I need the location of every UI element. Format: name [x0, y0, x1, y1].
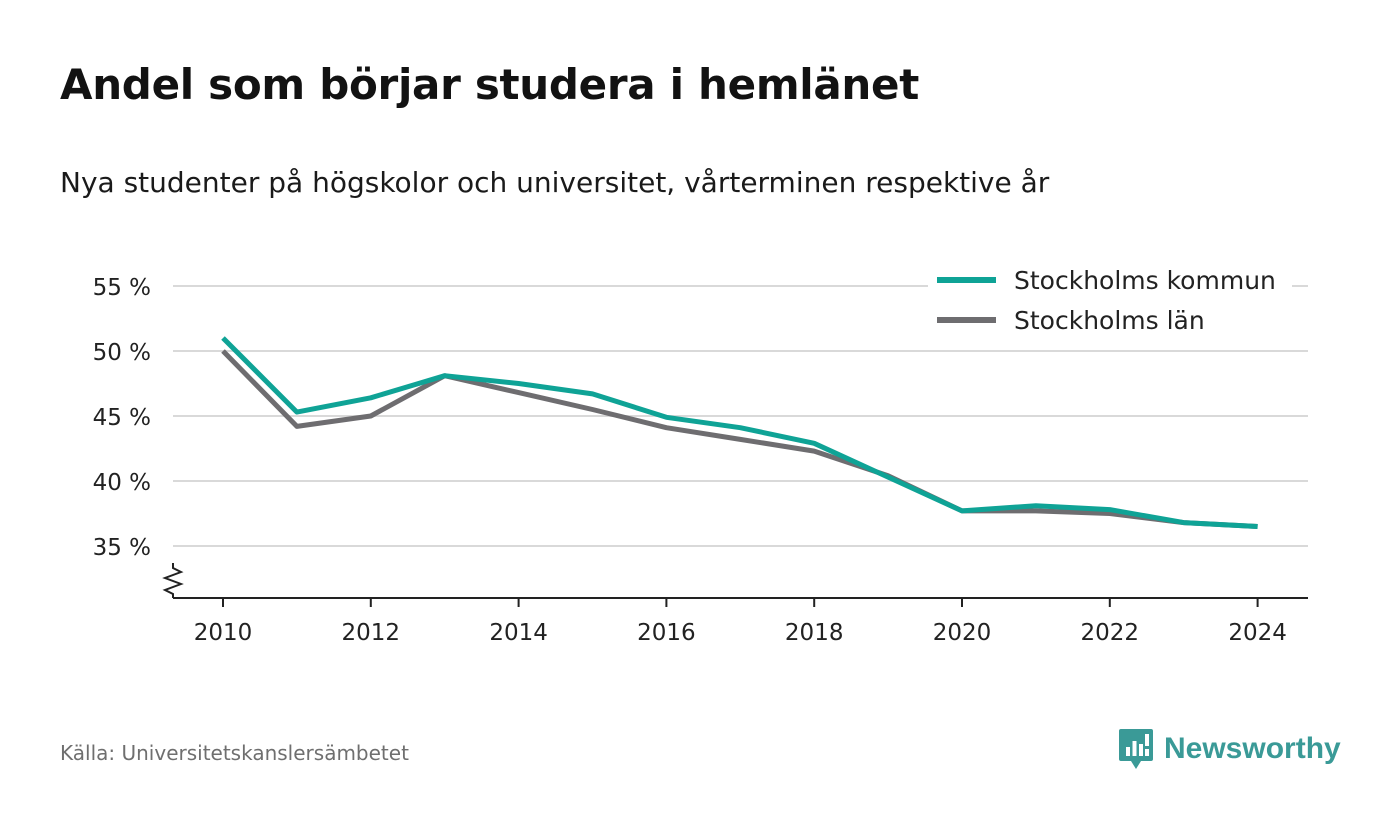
x-tick-label: 2024	[1228, 620, 1287, 646]
legend-label: Stockholms län	[1014, 306, 1205, 335]
y-tick-label: 45 %	[93, 405, 151, 431]
brand-logo: Newsworthy	[1118, 727, 1341, 771]
x-tick-label: 2010	[194, 620, 253, 646]
y-tick-label: 35 %	[93, 535, 151, 561]
x-tick-label: 2014	[489, 620, 548, 646]
legend-background	[928, 258, 1292, 342]
series-line-stockholms-lan	[221, 349, 1258, 529]
x-tick-label: 2012	[342, 620, 401, 646]
x-tick-label: 2018	[785, 620, 844, 646]
y-axis-ticks: 35 % 40 % 45 % 50 % 55 %	[93, 275, 151, 561]
chart-subtitle: Nya studenter på högskolor och universit…	[60, 166, 1050, 199]
line-chart: 35 %40 %45 %50 %55 % 2010 2012 2014 2016 201…	[92, 258, 1308, 646]
chart-title: Andel som börjar studera i hemlänet	[60, 60, 919, 109]
series-line-stockholms-kommun	[221, 336, 1258, 529]
y-tick-label: 40 %	[93, 470, 151, 496]
axis-break-marker	[162, 563, 184, 598]
brand-name: Newsworthy	[1164, 732, 1341, 765]
y-tick-label: 55 %	[93, 275, 151, 301]
x-axis-ticks: 2010 2012 2014 2016 2018 2020 2022 2024	[194, 598, 1287, 646]
newsworthy-logo-icon	[1119, 729, 1153, 769]
legend: Stockholms kommun Stockholms län	[928, 258, 1292, 342]
x-tick-label: 2022	[1081, 620, 1140, 646]
x-tick-label: 2020	[933, 620, 992, 646]
x-axis	[162, 563, 1308, 599]
y-tick-label: 50 %	[93, 340, 151, 366]
x-tick-label: 2016	[637, 620, 696, 646]
series-lines	[221, 336, 1258, 529]
legend-label: Stockholms kommun	[1014, 266, 1276, 295]
source-note: Källa: Universitetskanslersämbetet	[60, 741, 409, 765]
